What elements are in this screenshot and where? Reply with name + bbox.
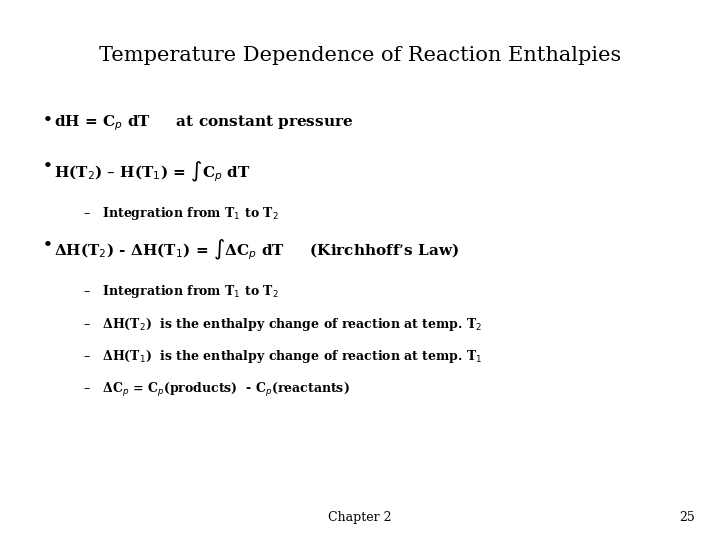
Text: •: •: [43, 238, 53, 252]
Text: –   ΔC$_p$ = C$_p$(products)  - C$_p$(reactants): – ΔC$_p$ = C$_p$(products) - C$_p$(react…: [83, 381, 350, 399]
Text: H(T$_2$) – H(T$_1$) = ∫C$_p$ dT: H(T$_2$) – H(T$_1$) = ∫C$_p$ dT: [54, 159, 251, 184]
Text: Temperature Dependence of Reaction Enthalpies: Temperature Dependence of Reaction Entha…: [99, 46, 621, 65]
Text: –   Integration from T$_1$ to T$_2$: – Integration from T$_1$ to T$_2$: [83, 284, 279, 300]
Text: dH = C$_p$ dT     at constant pressure: dH = C$_p$ dT at constant pressure: [54, 113, 354, 133]
Text: ΔH(T$_2$) - ΔH(T$_1$) = ∫ΔC$_p$ dT     (Kirchhoff’s Law): ΔH(T$_2$) - ΔH(T$_1$) = ∫ΔC$_p$ dT (Kirc…: [54, 238, 459, 262]
Text: –   ΔH(T$_2$)  is the enthalpy change of reaction at temp. T$_2$: – ΔH(T$_2$) is the enthalpy change of re…: [83, 316, 482, 333]
Text: 25: 25: [679, 511, 695, 524]
Text: –   ΔH(T$_1$)  is the enthalpy change of reaction at temp. T$_1$: – ΔH(T$_1$) is the enthalpy change of re…: [83, 348, 482, 365]
Text: •: •: [43, 159, 53, 173]
Text: –   Integration from T$_1$ to T$_2$: – Integration from T$_1$ to T$_2$: [83, 205, 279, 222]
Text: •: •: [43, 113, 53, 127]
Text: Chapter 2: Chapter 2: [328, 511, 392, 524]
